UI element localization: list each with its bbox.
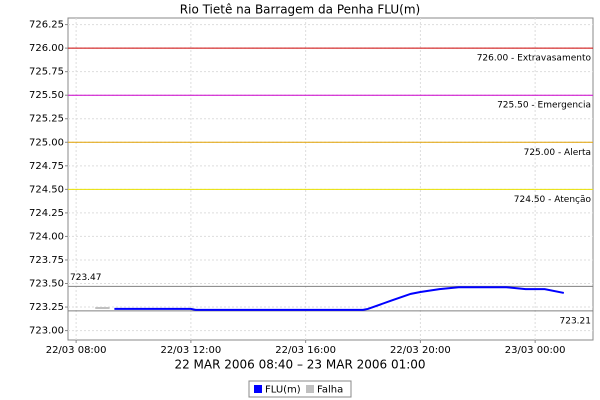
marker-label: 723.21 [560,316,592,326]
legend-swatch [306,385,314,393]
y-tick-label: 723.25 [29,302,64,313]
y-tick-label: 726.25 [29,20,64,31]
threshold-label: 726.00 - Extravasamento [477,54,592,64]
threshold-label: 724.50 - Atenção [514,195,592,205]
y-tick-label: 723.50 [29,279,64,290]
x-tick-label: 22/03 12:00 [160,345,221,356]
y-tick-label: 723.75 [29,255,64,266]
marker-label: 723.47 [70,273,102,283]
x-tick-label: 23/03 00:00 [505,345,566,356]
y-tick-label: 724.50 [29,184,64,195]
threshold-label: 725.00 - Alerta [524,148,591,158]
legend-label: Falha [317,385,343,396]
y-tick-label: 725.00 [29,137,64,148]
chart-title: Rio Tietê na Barragem da Penha FLU(m) [180,3,420,17]
y-tick-label: 723.00 [29,326,64,337]
y-tick-label: 725.50 [29,90,64,101]
legend-label: FLU(m) [265,385,301,396]
plot-area [67,17,594,341]
y-tick-label: 724.75 [29,161,64,172]
x-tick-label: 22/03 08:00 [46,345,107,356]
y-tick-label: 726.00 [29,43,64,54]
y-tick-label: 724.25 [29,208,64,219]
series-line [114,286,565,311]
x-tick-label: 22/03 20:00 [390,345,451,356]
y-tick-label: 725.75 [29,67,64,78]
legend-swatch [254,385,262,393]
threshold-label: 725.50 - Emergencia [497,101,591,111]
legend [248,380,352,398]
y-tick-label: 725.25 [29,114,64,125]
y-tick-label: 724.00 [29,231,64,242]
x-tick-label: 22/03 16:00 [275,345,336,356]
chart-subtitle: 22 MAR 2006 08:40 – 23 MAR 2006 01:00 [174,358,425,372]
